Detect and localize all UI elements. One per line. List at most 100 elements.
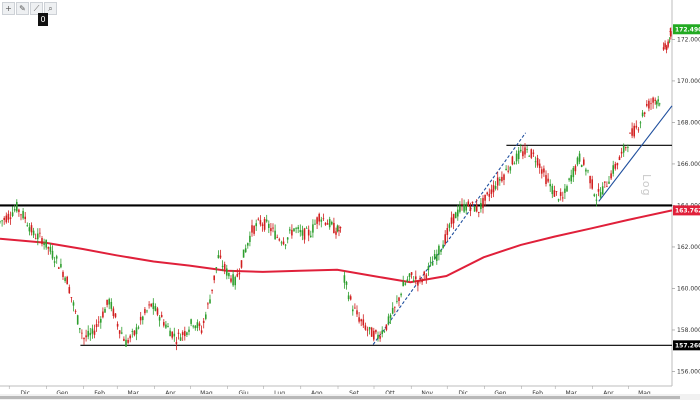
candle-body — [307, 229, 310, 236]
candle-body — [255, 223, 257, 227]
x-tick-label: Mag — [200, 390, 213, 397]
candle-body — [534, 161, 537, 163]
candle-body — [93, 330, 96, 335]
candle-body — [102, 311, 104, 318]
candle-body — [515, 153, 518, 162]
candle-body — [116, 323, 119, 327]
candle-body — [585, 169, 587, 172]
candle-body — [293, 228, 295, 232]
candle-body — [352, 309, 354, 312]
candle-body — [580, 164, 583, 167]
candle-body — [362, 319, 365, 326]
candle-body — [278, 239, 281, 241]
log-scale-label[interactable]: Log — [640, 174, 653, 197]
candle-body — [196, 322, 199, 328]
candle-body — [583, 159, 585, 165]
candle-body — [530, 149, 533, 158]
candle-body — [572, 167, 575, 178]
candle-body — [257, 218, 260, 220]
candle-body — [244, 248, 247, 253]
candle-body — [364, 325, 367, 330]
candle-body — [230, 278, 232, 282]
candle-body — [74, 310, 77, 312]
x-tick-label: Apr — [603, 390, 614, 397]
plus-icon[interactable]: + — [2, 2, 15, 15]
x-tick-label: Dic — [20, 390, 30, 397]
price-tag — [673, 340, 700, 351]
candle-body — [627, 147, 629, 148]
candle-body — [43, 242, 45, 246]
candle-body — [553, 190, 556, 197]
candle-body — [402, 281, 404, 287]
candle-body — [614, 163, 617, 169]
candle-body — [347, 295, 350, 300]
zoom-badge[interactable]: 0 — [38, 13, 48, 26]
x-tick-label: Feb — [532, 390, 543, 397]
candle-body — [186, 332, 188, 336]
candle-body — [152, 302, 155, 310]
pencil-icon[interactable]: ✎ — [16, 2, 29, 15]
scroll-thumb[interactable] — [0, 396, 680, 399]
candle-body — [190, 319, 192, 324]
line-tool-icon[interactable]: ⟋ — [30, 2, 43, 15]
candle-body — [335, 231, 337, 235]
candle-body — [234, 277, 236, 286]
price-tag — [673, 205, 700, 216]
candle-body — [211, 289, 213, 291]
candle-body — [591, 179, 593, 189]
candle-body — [360, 319, 362, 322]
candle-body — [282, 241, 285, 245]
candle-body — [641, 112, 644, 117]
candle-body — [217, 255, 220, 259]
candle-body — [383, 331, 386, 333]
candle-body — [425, 274, 428, 279]
candle-body — [121, 332, 123, 334]
candle-body — [202, 320, 205, 323]
candle-body — [336, 225, 339, 232]
candle-body — [482, 198, 484, 208]
candle-body — [261, 224, 264, 226]
candle-body — [16, 201, 18, 212]
candle-body — [39, 232, 41, 234]
candle-body — [442, 244, 444, 249]
candle-body — [70, 297, 73, 298]
candle-body — [226, 268, 228, 276]
candle-body — [668, 40, 671, 42]
candle-body — [169, 330, 171, 337]
candle-body — [501, 176, 503, 182]
candle-body — [131, 331, 134, 332]
candle-body — [670, 31, 672, 37]
candle-body — [549, 184, 551, 187]
candle-body — [486, 192, 488, 195]
candle-body — [83, 337, 85, 340]
candle-body — [314, 223, 316, 225]
candle-body — [110, 301, 113, 309]
candle-body — [509, 166, 512, 171]
candle-body — [85, 335, 87, 338]
candle-body — [51, 250, 54, 259]
candle-body — [171, 331, 173, 338]
candle-body — [517, 150, 520, 160]
candle-body — [11, 212, 14, 217]
candle-body — [118, 330, 121, 334]
x-tick-label: Mar — [128, 390, 140, 397]
candle-body — [68, 287, 71, 294]
magnifier-icon[interactable]: ⌕ — [44, 2, 57, 15]
candle-body — [221, 265, 224, 267]
x-tick-label: Giu — [239, 390, 249, 397]
candle-body — [188, 329, 190, 332]
candle-body — [326, 223, 329, 225]
candle-body — [144, 309, 146, 314]
candle-body — [192, 325, 194, 327]
candle-body — [637, 129, 640, 131]
candle-body — [467, 201, 470, 207]
candle-body — [622, 145, 625, 153]
candle-body — [150, 303, 152, 307]
candle-body — [331, 221, 333, 225]
candlestick-series — [343, 95, 661, 342]
candle-body — [431, 262, 434, 266]
candle-body — [538, 163, 541, 168]
candle-body — [396, 300, 398, 302]
candle-body — [370, 327, 373, 337]
